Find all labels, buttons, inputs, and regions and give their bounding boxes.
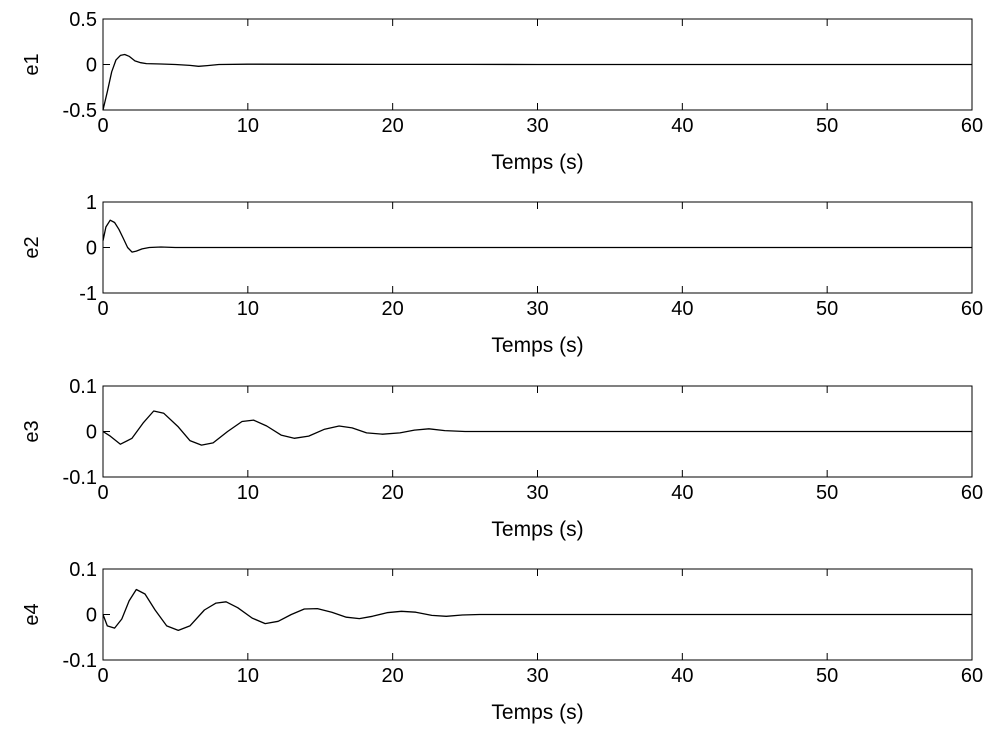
x-axis-label: Temps (s): [491, 151, 583, 174]
x-tick-label: 60: [961, 298, 983, 320]
y-tick-label: -1: [79, 283, 97, 305]
x-tick-label: 10: [237, 298, 259, 320]
y-axis-label: e2: [21, 236, 43, 258]
y-axis-label: e3: [21, 420, 43, 442]
y-tick-label: 0.1: [69, 376, 97, 398]
x-tick-label: 0: [97, 115, 108, 137]
y-tick-label: 0: [86, 238, 97, 260]
series-line-2: [102, 219, 972, 253]
x-tick-label: 40: [671, 665, 693, 687]
y-tick-label: 1: [86, 192, 97, 214]
y-tick-label: 0.5: [69, 9, 97, 31]
x-tick-label: 50: [816, 298, 838, 320]
x-tick-label: 0: [97, 665, 108, 687]
x-tick-label: 50: [816, 482, 838, 504]
x-tick-label: 40: [671, 115, 693, 137]
x-tick-label: 40: [671, 482, 693, 504]
x-tick-label: 10: [237, 665, 259, 687]
x-axis-label: Temps (s): [491, 334, 583, 357]
y-tick-label: -0.5: [63, 100, 97, 122]
x-axis-label: Temps (s): [491, 518, 583, 541]
y-tick-label: -0.1: [63, 467, 97, 489]
series-line-3: [102, 410, 972, 446]
x-tick-label: 10: [237, 482, 259, 504]
y-tick-label: -0.1: [63, 650, 97, 672]
x-tick-label: 50: [816, 115, 838, 137]
x-tick-label: 20: [382, 298, 404, 320]
x-tick-label: 10: [237, 115, 259, 137]
x-tick-label: 60: [961, 115, 983, 137]
x-tick-label: 0: [97, 298, 108, 320]
x-tick-label: 30: [526, 298, 548, 320]
x-tick-label: 60: [961, 665, 983, 687]
y-tick-label: 0.1: [69, 559, 97, 581]
y-tick-label: 0: [86, 422, 97, 444]
x-tick-label: 20: [382, 665, 404, 687]
x-tick-label: 0: [97, 482, 108, 504]
x-tick-label: 20: [382, 482, 404, 504]
x-tick-label: 40: [671, 298, 693, 320]
series-line-4: [102, 588, 972, 632]
y-axis-label: e1: [21, 53, 43, 75]
y-tick-label: 0: [86, 55, 97, 77]
x-tick-label: 30: [526, 665, 548, 687]
series-line-1: [102, 53, 972, 111]
x-tick-label: 60: [961, 482, 983, 504]
x-axis-label: Temps (s): [491, 701, 583, 724]
x-tick-label: 20: [382, 115, 404, 137]
x-tick-label: 30: [526, 115, 548, 137]
x-tick-label: 30: [526, 482, 548, 504]
y-axis-label: e4: [21, 603, 43, 625]
y-tick-label: 0: [86, 605, 97, 627]
x-tick-label: 50: [816, 665, 838, 687]
